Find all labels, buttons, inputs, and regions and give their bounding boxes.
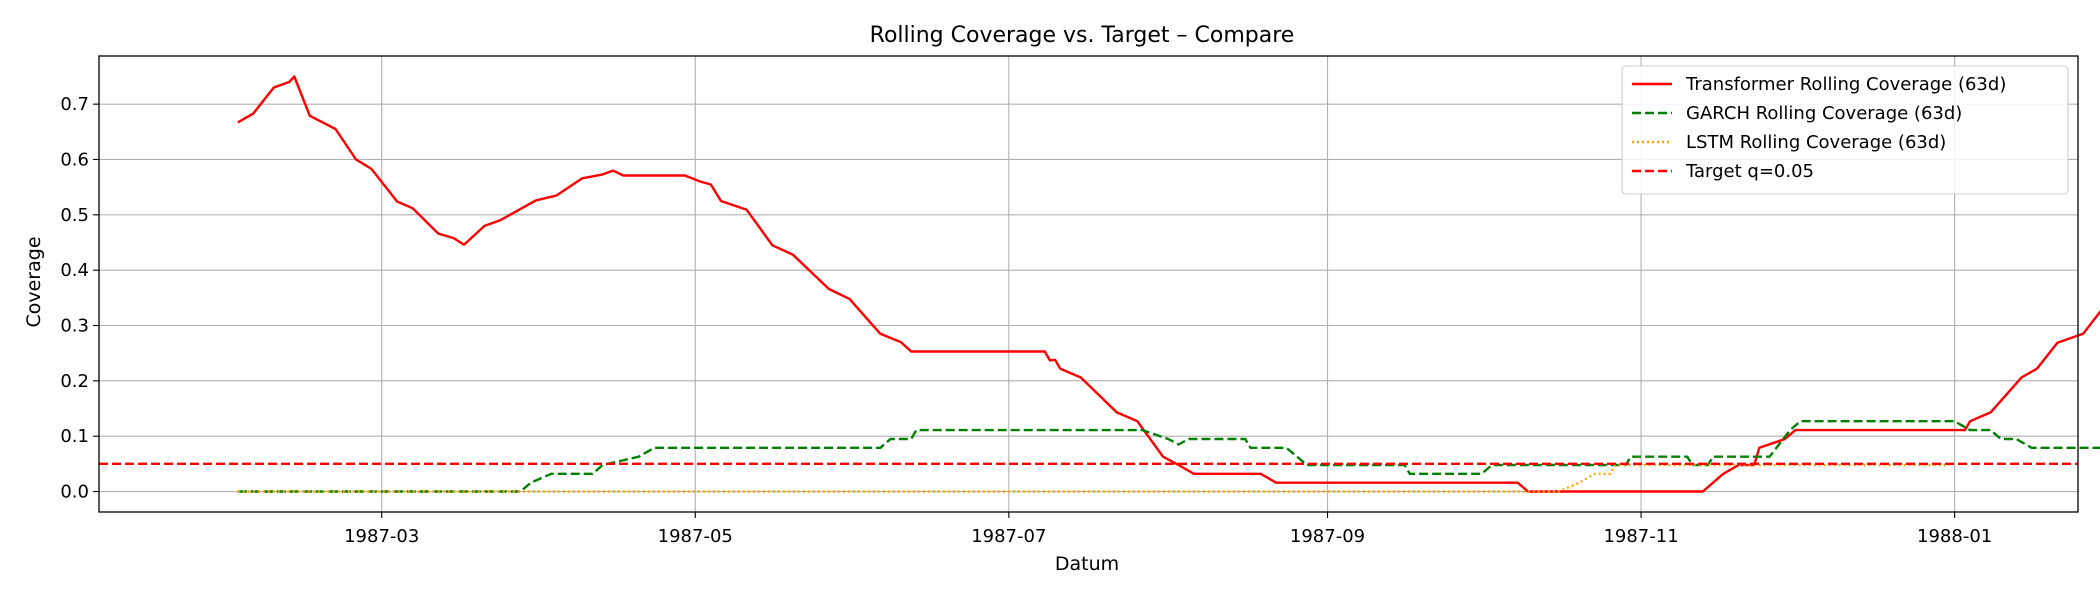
y-tick-label: 0.7 (60, 94, 89, 115)
x-tick-label: 1987-11 (1603, 526, 1678, 547)
legend-label: Transformer Rolling Coverage (63d) (1685, 74, 2006, 95)
lstm-series-line (237, 463, 1950, 493)
legend: Transformer Rolling Coverage (63d) GARCH … (1621, 65, 2069, 195)
axes-frame (98, 55, 2079, 513)
y-tick-label: 0.2 (60, 371, 89, 392)
x-tick-label: 1988-01 (1917, 526, 1992, 547)
legend-box (1621, 65, 2069, 195)
x-tick-label: 1987-09 (1290, 526, 1365, 547)
y-tick-label: 0.6 (60, 149, 89, 170)
transformer-series-line (237, 75, 2100, 493)
legend-label: LSTM Rolling Coverage (63d) (1686, 132, 1946, 153)
x-tick-label: 1987-05 (658, 526, 733, 547)
y-axis-label: Coverage (23, 236, 45, 327)
x-tick-label: 1987-03 (344, 526, 419, 547)
y-tick-label: 0.1 (60, 426, 89, 447)
axis-ticks: 1987-03 1987-05 1987-07 1987-09 1987-11 1988-… (60, 94, 1992, 547)
chart-title: Rolling Coverage vs. Target – Compare (870, 23, 1295, 48)
y-tick-label: 0.3 (60, 316, 89, 337)
legend-label: GARCH Rolling Coverage (63d) (1686, 103, 1962, 124)
x-tick-label: 1987-07 (971, 526, 1046, 547)
garch-series-line (237, 420, 2100, 493)
y-tick-label: 0.4 (60, 260, 89, 281)
legend-label: Target q=0.05 (1685, 161, 1814, 182)
plot-area (99, 75, 2100, 493)
x-axis-label: Datum (1055, 553, 1119, 575)
y-tick-label: 0.5 (60, 205, 89, 226)
y-tick-label: 0.0 (60, 482, 89, 503)
